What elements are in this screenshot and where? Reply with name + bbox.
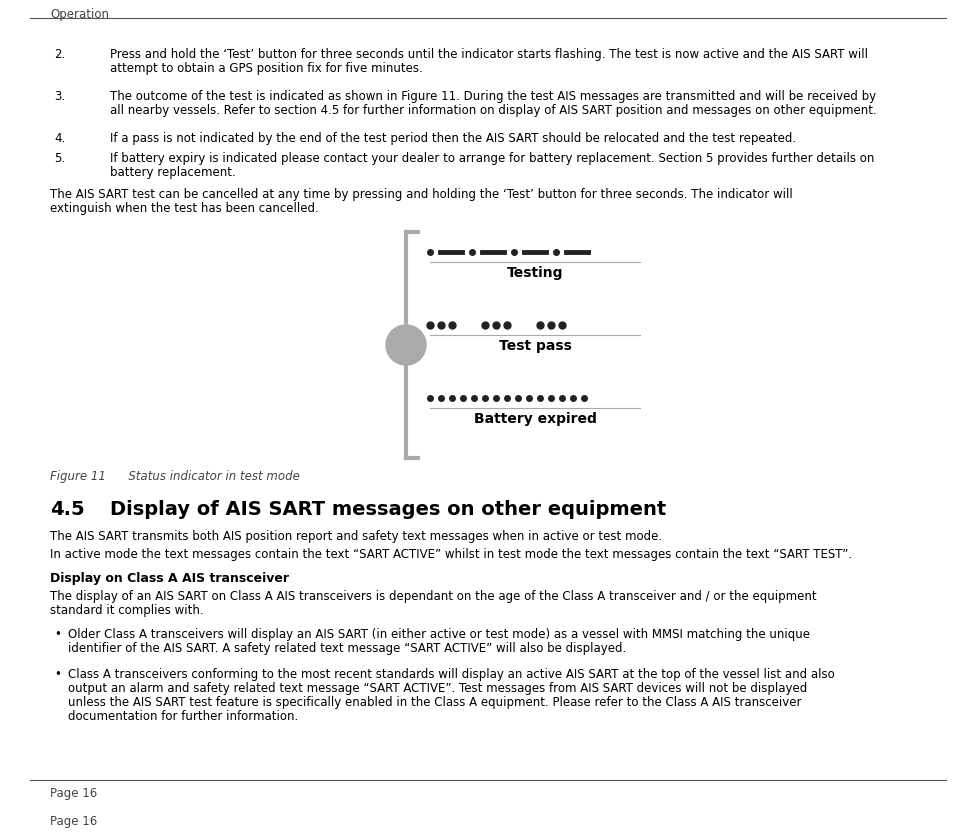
Text: Page 16: Page 16 xyxy=(50,787,98,800)
Text: all nearby vessels. Refer to section 4.5 for further information on display of A: all nearby vessels. Refer to section 4.5… xyxy=(110,104,876,117)
Text: Operation: Operation xyxy=(50,8,109,21)
Text: The outcome of the test is indicated as shown in Figure 11. During the test AIS : The outcome of the test is indicated as … xyxy=(110,90,876,103)
Text: attempt to obtain a GPS position fix for five minutes.: attempt to obtain a GPS position fix for… xyxy=(110,62,423,75)
Text: Class A transceivers conforming to the most recent standards will display an act: Class A transceivers conforming to the m… xyxy=(68,668,834,681)
Text: Testing: Testing xyxy=(507,266,563,280)
Text: 2.: 2. xyxy=(54,48,65,61)
Text: The display of an AIS SART on Class A AIS transceivers is dependant on the age o: The display of an AIS SART on Class A AI… xyxy=(50,590,817,603)
Text: •: • xyxy=(54,628,61,641)
Text: The AIS SART test can be cancelled at any time by pressing and holding the ‘Test: The AIS SART test can be cancelled at an… xyxy=(50,188,793,201)
Text: Page 16: Page 16 xyxy=(50,815,98,828)
Text: If battery expiry is indicated please contact your dealer to arrange for battery: If battery expiry is indicated please co… xyxy=(110,152,874,165)
Text: Test pass: Test pass xyxy=(499,339,571,353)
Text: •: • xyxy=(54,668,61,681)
Text: Figure 11      Status indicator in test mode: Figure 11 Status indicator in test mode xyxy=(50,470,300,483)
Text: In active mode the text messages contain the text “SART ACTIVE” whilst in test m: In active mode the text messages contain… xyxy=(50,548,852,561)
Circle shape xyxy=(386,325,426,365)
Text: Battery expired: Battery expired xyxy=(473,412,596,426)
Text: 5.: 5. xyxy=(54,152,65,165)
Text: The AIS SART transmits both AIS position report and safety text messages when in: The AIS SART transmits both AIS position… xyxy=(50,530,662,543)
Text: identifier of the AIS SART. A safety related text message “SART ACTIVE” will als: identifier of the AIS SART. A safety rel… xyxy=(68,642,627,655)
Text: Display of AIS SART messages on other equipment: Display of AIS SART messages on other eq… xyxy=(110,500,667,519)
Text: extinguish when the test has been cancelled.: extinguish when the test has been cancel… xyxy=(50,202,319,215)
Text: Older Class A transceivers will display an AIS SART (in either active or test mo: Older Class A transceivers will display … xyxy=(68,628,810,641)
Text: 4.: 4. xyxy=(54,132,65,145)
Text: documentation for further information.: documentation for further information. xyxy=(68,710,299,723)
Text: unless the AIS SART test feature is specifically enabled in the Class A equipmen: unless the AIS SART test feature is spec… xyxy=(68,696,801,709)
Text: battery replacement.: battery replacement. xyxy=(110,166,236,179)
Text: If a pass is not indicated by the end of the test period then the AIS SART shoul: If a pass is not indicated by the end of… xyxy=(110,132,796,145)
Text: 3.: 3. xyxy=(54,90,65,103)
Text: Display on Class A AIS transceiver: Display on Class A AIS transceiver xyxy=(50,572,289,585)
Text: output an alarm and safety related text message “SART ACTIVE”. Test messages fro: output an alarm and safety related text … xyxy=(68,682,807,695)
Text: Press and hold the ‘Test’ button for three seconds until the indicator starts fl: Press and hold the ‘Test’ button for thr… xyxy=(110,48,868,61)
Text: 4.5: 4.5 xyxy=(50,500,85,519)
Text: TEST: TEST xyxy=(394,341,418,350)
Text: standard it complies with.: standard it complies with. xyxy=(50,604,204,617)
